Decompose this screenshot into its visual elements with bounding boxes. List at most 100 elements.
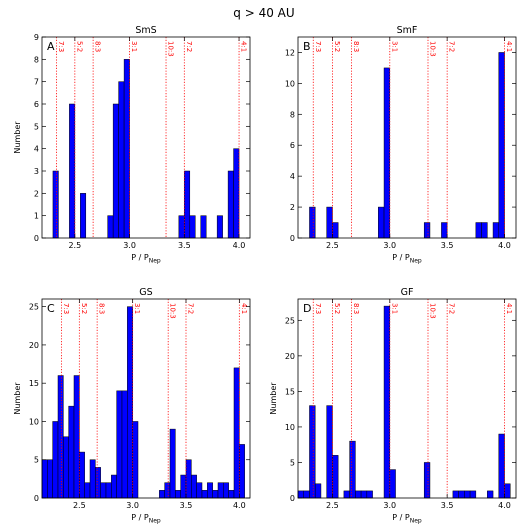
- histogram-bar: [105, 482, 112, 499]
- resonance-label: 7:3: [57, 41, 65, 52]
- resonance-label: 7:2: [185, 41, 193, 52]
- y-tick-label: 15: [29, 379, 39, 388]
- histogram-bar: [41, 459, 48, 499]
- resonance-label: 4:1: [240, 41, 248, 52]
- panel-title: SmF: [397, 25, 418, 36]
- histogram-bar: [441, 222, 448, 239]
- resonance-label: 7:2: [187, 303, 195, 314]
- resonance-label: 7:3: [62, 303, 70, 314]
- x-tick-label: 3.0: [383, 501, 396, 510]
- panel-title: GS: [139, 287, 152, 298]
- histogram-bar: [464, 490, 471, 499]
- figure-title: q > 40 AU: [233, 6, 294, 20]
- histogram-bar: [107, 215, 114, 239]
- histogram-bar: [180, 474, 187, 499]
- y-tick-label: 6: [34, 100, 39, 109]
- x-tick-label: 4.0: [498, 501, 511, 510]
- histogram-bar: [383, 305, 391, 499]
- histogram-bar: [332, 455, 339, 499]
- histogram-bar: [184, 170, 191, 239]
- panel-title: GF: [401, 287, 414, 298]
- histogram-bar: [326, 206, 333, 239]
- x-axis-label: P / PNep: [392, 253, 422, 265]
- histogram-bar: [89, 459, 96, 499]
- histogram-bar: [309, 405, 316, 499]
- y-tick-label: 10: [285, 79, 295, 88]
- y-tick-label: 8: [34, 55, 39, 64]
- histogram-bar: [216, 215, 223, 239]
- histogram-bar: [73, 375, 80, 499]
- panel-letter: A: [47, 40, 55, 53]
- resonance-label: 8:3: [98, 303, 106, 314]
- y-tick-label: 4: [290, 172, 295, 181]
- resonance-label: 5:2: [333, 303, 341, 314]
- x-axis-label: P / PNep: [392, 513, 422, 525]
- panel-d: 7:3 5:2 8:3 3:1 10:3 7:2 4:1 2.5 3.0 3.5 4.0 0 5 10 15…: [269, 287, 517, 525]
- histogram-bar: [297, 490, 304, 499]
- y-tick-label: 20: [29, 341, 39, 350]
- histogram-bar: [164, 482, 171, 499]
- panel-letter: B: [303, 40, 311, 53]
- y-axis-label: Number: [13, 121, 22, 154]
- plot-frame: [297, 36, 517, 239]
- panel-letter: D: [303, 302, 311, 315]
- histogram-bar: [111, 474, 117, 499]
- x-tick-label: 4.0: [498, 241, 511, 250]
- histogram-bar: [100, 482, 107, 499]
- histogram-bar: [233, 148, 240, 239]
- histogram-bar: [79, 451, 85, 499]
- resonance-label: 5:2: [333, 41, 341, 52]
- histogram-bar: [475, 222, 482, 239]
- histogram-bar: [349, 440, 356, 499]
- resonance-label: 8:3: [352, 303, 360, 314]
- resonance-label: 3:1: [133, 303, 141, 314]
- resonance-label: 8:3: [352, 41, 360, 52]
- y-tick-label: 15: [285, 387, 295, 396]
- panel-title: SmS: [135, 25, 156, 36]
- x-tick-label: 2.5: [73, 501, 86, 510]
- histogram-bar: [189, 215, 196, 239]
- histogram-bar: [169, 428, 176, 499]
- histogram-bar: [112, 103, 119, 239]
- histogram-bar: [492, 222, 500, 239]
- y-tick-label: 0: [290, 234, 295, 243]
- histogram-bar: [52, 421, 59, 499]
- histogram-bar: [223, 482, 229, 499]
- y-tick-label: 0: [34, 234, 39, 243]
- y-tick-label: 5: [34, 456, 39, 465]
- resonance-label: 10:3: [428, 303, 436, 319]
- y-tick-label: 7: [34, 78, 39, 87]
- histogram-bar: [469, 490, 477, 499]
- y-tick-label: 9: [34, 33, 39, 42]
- resonance-label: 10:3: [428, 41, 436, 57]
- histogram-bar: [127, 306, 133, 499]
- resonance-label: 5:2: [80, 303, 88, 314]
- y-tick-label: 12: [285, 48, 295, 57]
- histogram-bar: [309, 206, 316, 239]
- x-tick-label: 4.0: [233, 501, 246, 510]
- histogram-bar: [355, 490, 362, 499]
- histogram-bar: [57, 375, 64, 499]
- y-tick-label: 8: [290, 110, 295, 119]
- histogram-bar: [452, 490, 459, 499]
- resonance-label: 8:3: [94, 41, 102, 52]
- y-tick-label: 10: [285, 423, 295, 432]
- histogram-bar: [314, 483, 322, 499]
- y-tick-label: 1: [34, 212, 39, 221]
- histogram-bar: [498, 52, 505, 239]
- x-axis-label: P / PNep: [131, 253, 161, 265]
- panel-c: 7:3 5:2 8:3 3:1 10:3 7:2 4:1 2.5 3.0 3.5 4.0 0 5 10 15…: [13, 287, 251, 525]
- y-tick-label: 2: [34, 189, 39, 198]
- panel-letter: C: [47, 302, 55, 315]
- histogram-bar: [458, 490, 465, 499]
- resonance-label: 4:1: [505, 41, 513, 52]
- histogram-bar: [52, 170, 59, 239]
- histogram-bar: [123, 59, 130, 239]
- histogram-bar: [233, 367, 240, 499]
- histogram-bar: [383, 67, 391, 239]
- x-tick-label: 3.5: [441, 241, 454, 250]
- histogram-bar: [343, 490, 350, 499]
- plot-frame: [41, 298, 251, 499]
- histogram-bar: [175, 490, 181, 499]
